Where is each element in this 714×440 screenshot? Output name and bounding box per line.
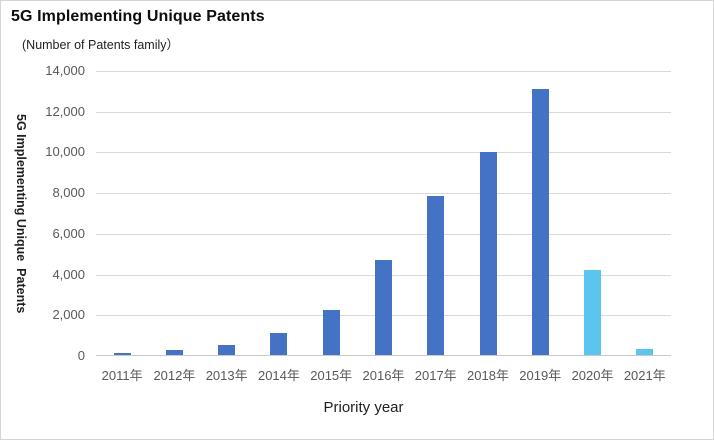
x-tick-label: 2020年 xyxy=(571,368,614,383)
bar-2011年 xyxy=(113,352,131,355)
bar-2013年 xyxy=(218,344,236,355)
y-tick-label: 8,000 xyxy=(52,185,85,201)
x-tick-label: 2017年 xyxy=(414,368,457,383)
y-tick-label: 10,000 xyxy=(45,144,85,160)
gridline xyxy=(96,152,671,154)
y-axis-title-wrap: 5G Implementing Unique Patents xyxy=(14,71,28,356)
y-tick-label: 14,000 xyxy=(45,63,85,78)
bar-2014年 xyxy=(270,332,288,355)
x-tick-label: 2012年 xyxy=(153,368,196,383)
bar-2016年 xyxy=(375,260,392,355)
bar-2021年 xyxy=(636,348,654,355)
y-axis-title: 5G Implementing Unique Patents xyxy=(14,113,28,314)
chart-title: 5G Implementing Unique Patents xyxy=(11,8,265,25)
x-axis-tick-labels: 2011年 2012年 2013年 2014年 2015年 2016年 2017年 2018年… xyxy=(96,365,671,384)
plot-area xyxy=(96,71,671,356)
x-tick-label: 2015年 xyxy=(310,368,353,383)
y-tick-label: 6,000 xyxy=(52,225,85,241)
y-tick-label: 2,000 xyxy=(52,307,85,323)
x-tick-label: 2013年 xyxy=(205,368,248,383)
bar-2017年 xyxy=(427,196,445,355)
x-tick-label: 2018年 xyxy=(467,368,509,383)
x-tick-label: 2019年 xyxy=(519,368,562,383)
gridline xyxy=(96,233,671,235)
bar-2015年 xyxy=(322,310,340,355)
y-tick-label: 12,000 xyxy=(45,103,85,119)
bar-2012年 xyxy=(165,349,183,355)
x-tick-label: 2014年 xyxy=(257,368,300,383)
chart-subtitle: (Number of Patents family） xyxy=(22,38,179,52)
y-tick-label: 4,000 xyxy=(52,266,85,282)
x-tick-label: 2016年 xyxy=(362,368,405,383)
gridline xyxy=(96,111,671,113)
y-axis-tick-labels: 0 2,000 4,000 6,000 8,000 10,000 12,000 14,000 xyxy=(1,63,85,363)
gridline xyxy=(96,193,671,195)
x-tick-label: 2021年 xyxy=(623,368,666,383)
gridline xyxy=(96,71,671,72)
bar-2019年 xyxy=(531,89,549,355)
y-tick-label: 0 xyxy=(77,348,85,363)
x-tick-label: 2011年 xyxy=(101,368,143,383)
x-axis-title: Priority year xyxy=(323,399,404,416)
bar-2018年 xyxy=(479,152,497,355)
bar-2020年 xyxy=(584,269,602,355)
